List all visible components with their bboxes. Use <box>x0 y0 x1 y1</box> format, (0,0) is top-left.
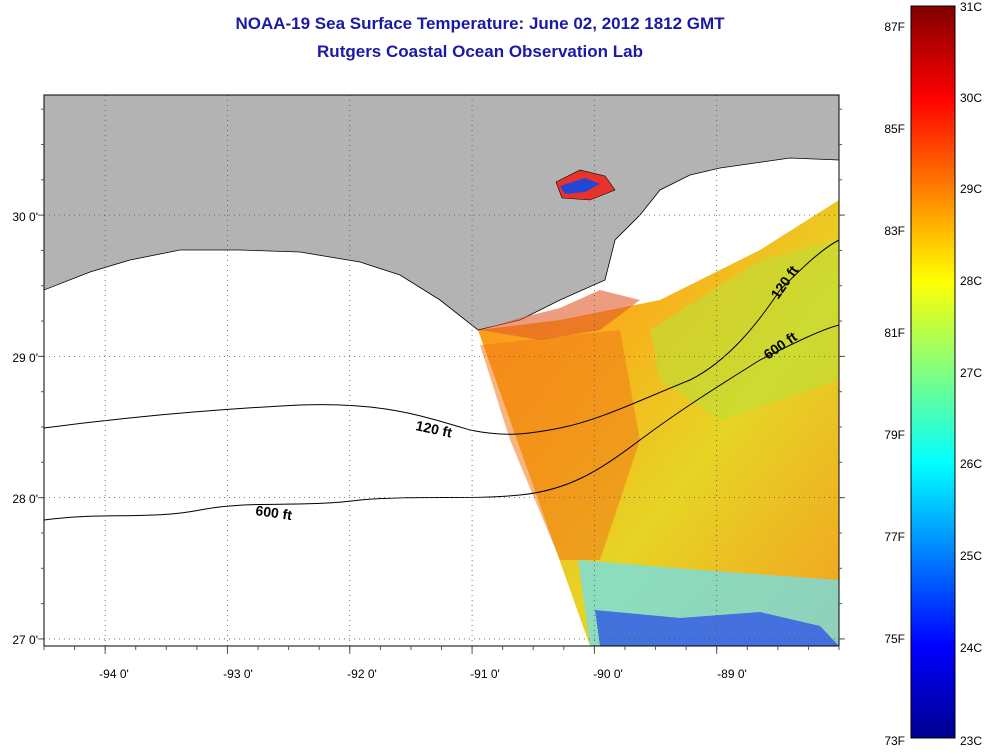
sst-warm-band <box>480 330 640 560</box>
colorbar-f-label: 83F <box>884 224 905 238</box>
colorbar-c-label: 27C <box>960 366 982 380</box>
lon-label: -94 0' <box>99 667 129 681</box>
latitude-axis: 30 0' 29 0' 28 0' 27 0' <box>12 210 38 647</box>
colorbar-c-label: 28C <box>960 274 982 288</box>
contour-120ft-west <box>44 239 839 435</box>
colorbar-f-label: 87F <box>884 20 905 34</box>
contour-600ft <box>44 324 839 521</box>
colorbar-c-label: 29C <box>960 182 982 196</box>
sst-green-shelf <box>650 240 839 420</box>
lat-label: 27 0' <box>12 633 38 647</box>
colorbar-c-label: 26C <box>960 457 982 471</box>
map-subtitle: Rutgers Coastal Ocean Observation Lab <box>317 42 643 61</box>
colorbar-f-label: 73F <box>884 734 905 748</box>
delta-warm-edge <box>480 290 640 340</box>
lat-label: 30 0' <box>12 210 38 224</box>
contour-label-600ft-west: 600 ft <box>255 502 294 523</box>
colorbar-f-label: 81F <box>884 326 905 340</box>
graticule <box>44 95 839 646</box>
colorbar-c-label: 30C <box>960 91 982 105</box>
colorbar-c-label: 25C <box>960 549 982 563</box>
lat-label: 29 0' <box>12 351 38 365</box>
longitude-axis: -94 0' -93 0' -92 0' -91 0' -90 0' -89 0… <box>99 667 747 681</box>
colorbar-f-label: 79F <box>884 428 905 442</box>
lon-label: -91 0' <box>470 667 500 681</box>
map-title: NOAA-19 Sea Surface Temperature: June 02… <box>235 14 725 33</box>
colorbar-f-label: 85F <box>884 122 905 136</box>
map-plot-area <box>44 95 839 646</box>
colorbar-fahrenheit-labels: 87F 85F 83F 81F 79F 77F 75F 73F <box>884 20 905 748</box>
lon-label: -89 0' <box>717 667 747 681</box>
colorbar-c-label: 24C <box>960 641 982 655</box>
lat-label: 28 0' <box>12 492 38 506</box>
colorbar-c-label: 31C <box>960 0 982 14</box>
colorbar-f-label: 75F <box>884 632 905 646</box>
colorbar-celsius-labels: 31C 30C 29C 28C 27C 26C 25C 24C 23C <box>960 0 982 748</box>
axis-ticks <box>38 108 845 654</box>
contour-label-120ft-west: 120 ft <box>414 417 453 440</box>
sst-cold-patch <box>595 610 839 646</box>
lon-label: -93 0' <box>223 667 253 681</box>
colorbar-c-label: 23C <box>960 734 982 748</box>
lon-label: -92 0' <box>347 667 377 681</box>
colorbar <box>910 5 956 739</box>
lon-label: -90 0' <box>593 667 623 681</box>
colorbar-f-label: 77F <box>884 530 905 544</box>
lake-cold-patch <box>560 178 600 194</box>
